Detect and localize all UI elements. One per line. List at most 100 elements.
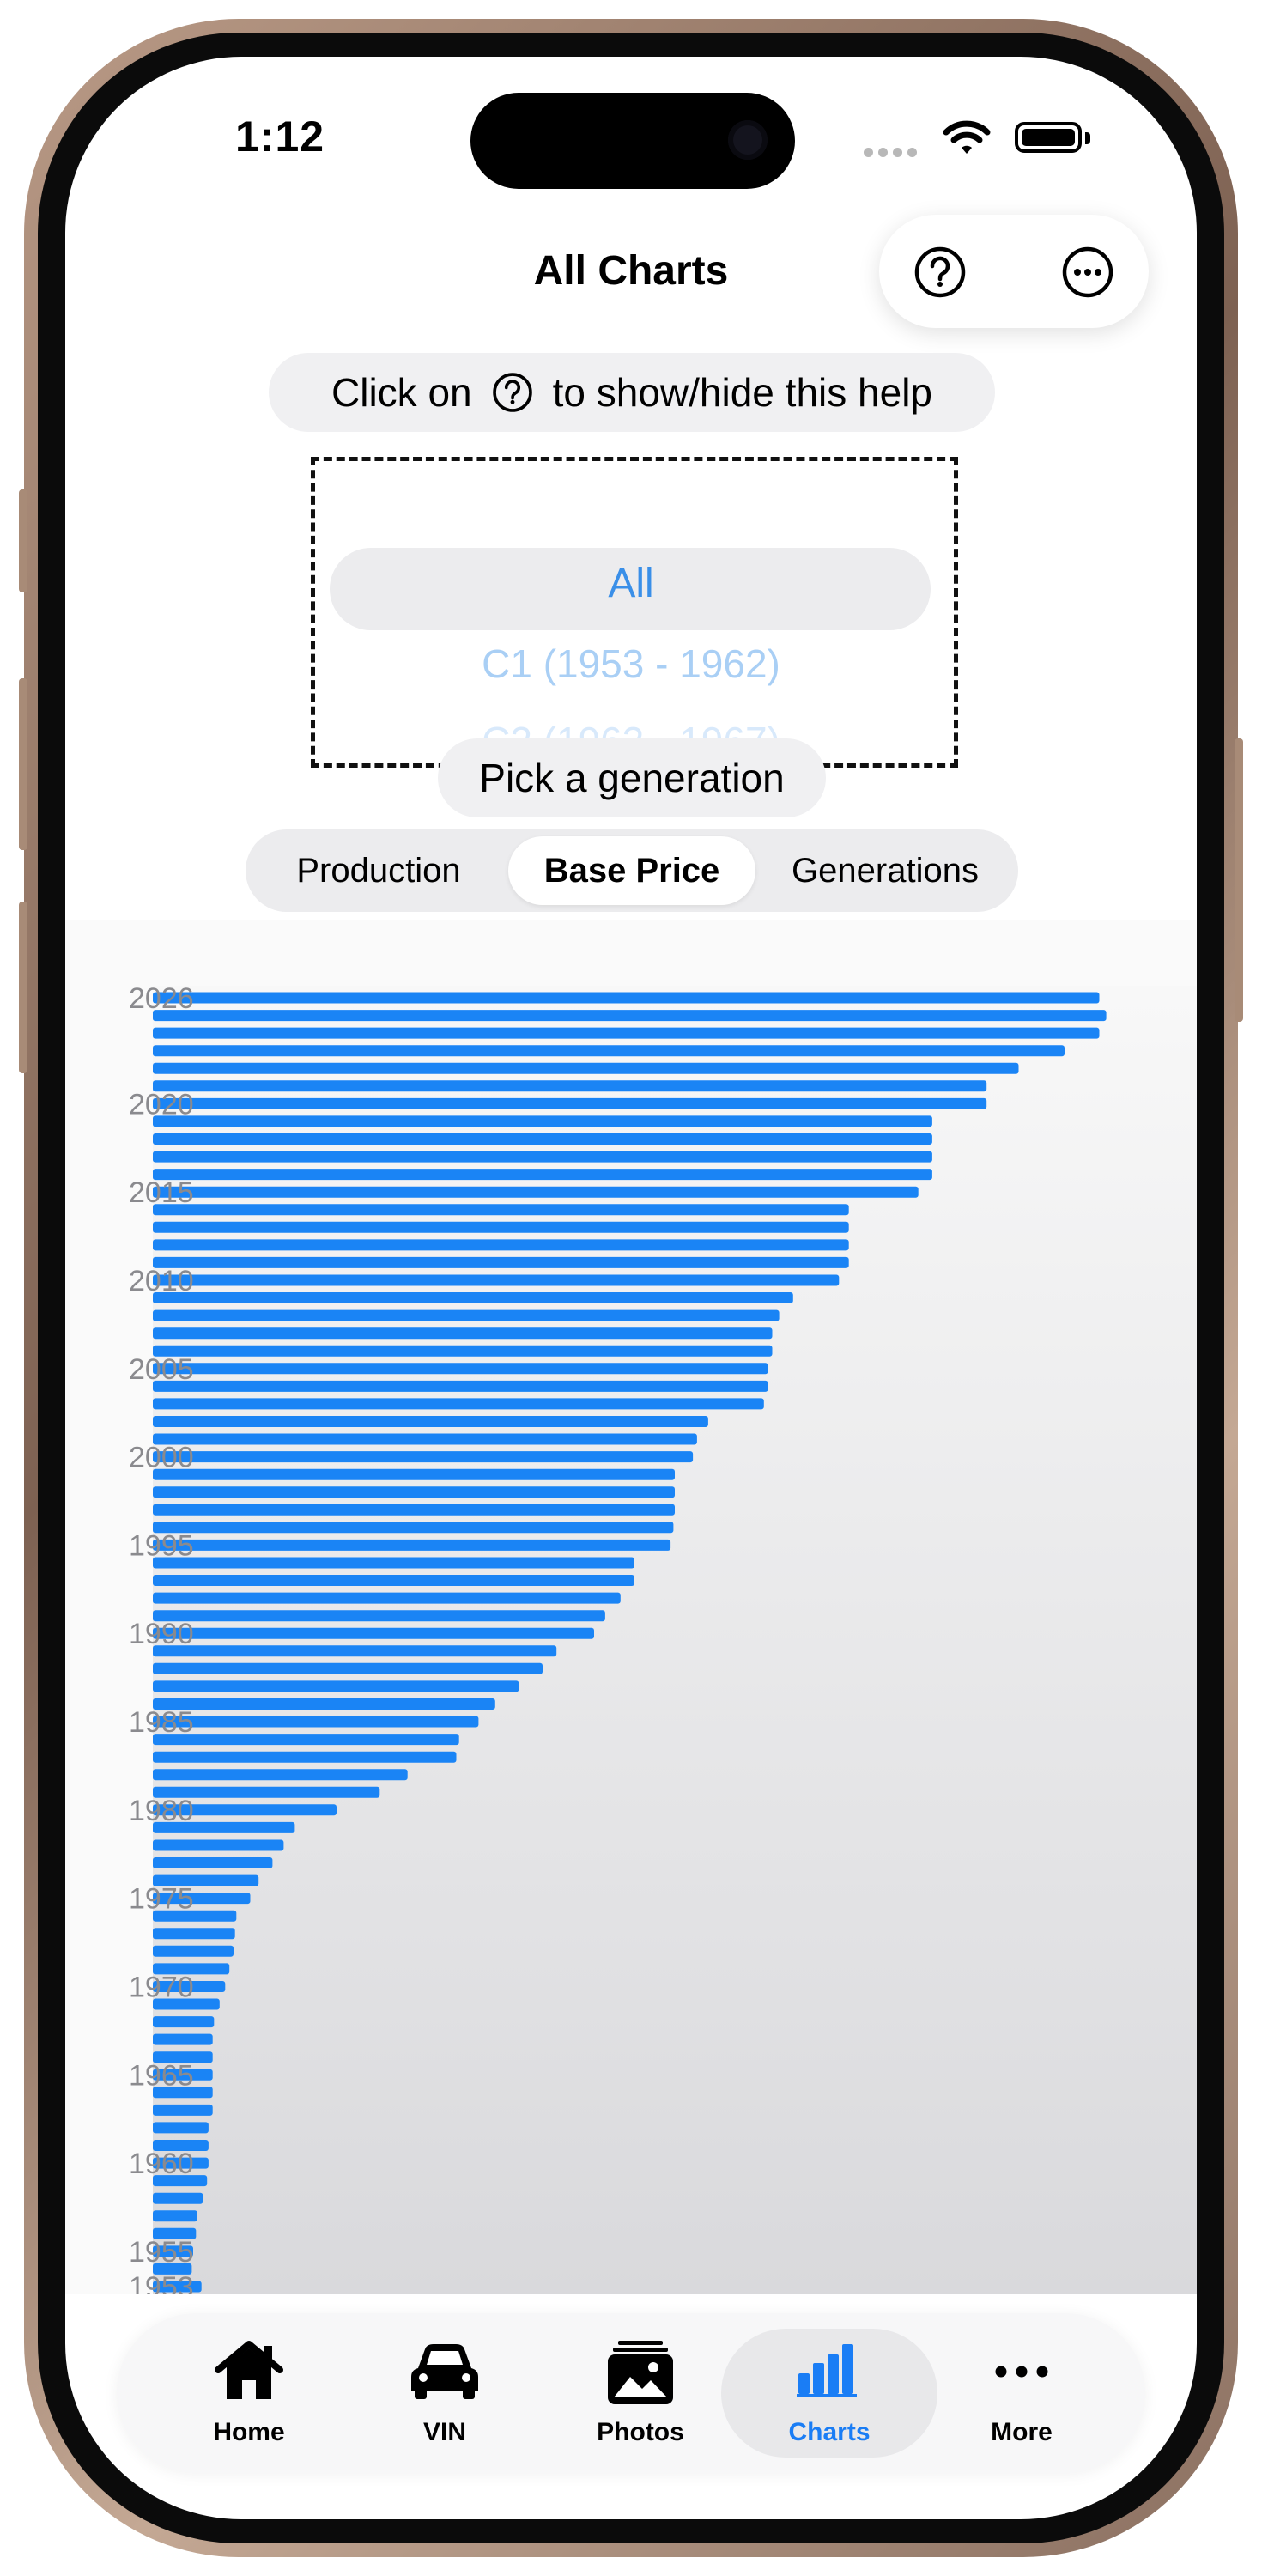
tab-label: Home xyxy=(213,2418,285,2446)
bar-1970[interactable] xyxy=(153,1981,226,1992)
bar-1960[interactable] xyxy=(153,2157,209,2169)
bar-2020[interactable] xyxy=(153,1097,987,1109)
bar-2019[interactable] xyxy=(153,1115,932,1127)
bar-1966[interactable] xyxy=(153,2051,213,2063)
bar-1954[interactable] xyxy=(153,2263,192,2275)
bar-2005[interactable] xyxy=(153,1363,768,1375)
bar-1996[interactable] xyxy=(153,1522,674,1534)
bar-1983[interactable] xyxy=(153,1751,457,1763)
chart-type-segmented-control: Production Base Price Generations xyxy=(246,829,1018,912)
bar-2008[interactable] xyxy=(153,1309,780,1321)
bar-1986[interactable] xyxy=(153,1698,495,1710)
tab-label: VIN xyxy=(422,2418,466,2446)
bar-1978[interactable] xyxy=(153,1839,284,1851)
bar-2015[interactable] xyxy=(153,1186,919,1198)
bar-1997[interactable] xyxy=(153,1504,675,1516)
tab-photos[interactable]: Photos xyxy=(537,2329,743,2458)
y-tick-label: 1985 xyxy=(129,1706,194,1739)
bar-2012[interactable] xyxy=(153,1239,849,1251)
tab-charts[interactable]: Charts xyxy=(721,2329,937,2458)
bar-1971[interactable] xyxy=(153,1963,230,1975)
bar-1968[interactable] xyxy=(153,2016,215,2028)
bar-1992[interactable] xyxy=(153,1592,621,1604)
bar-2000[interactable] xyxy=(153,1451,694,1463)
bar-1958[interactable] xyxy=(153,2192,203,2204)
help-prefix: Click on xyxy=(331,370,472,415)
bar-1999[interactable] xyxy=(153,1468,675,1480)
bar-1975[interactable] xyxy=(153,1893,251,1905)
bar-1979[interactable] xyxy=(153,1821,295,1833)
bar-1981[interactable] xyxy=(153,1786,380,1798)
bar-1982[interactable] xyxy=(153,1769,408,1781)
bar-2006[interactable] xyxy=(153,1345,773,1357)
bar-1953[interactable] xyxy=(153,2281,202,2293)
plot-area xyxy=(153,986,1197,2294)
house-icon xyxy=(215,2341,283,2399)
bar-1976[interactable] xyxy=(153,1874,259,1886)
segment-base-price[interactable]: Base Price xyxy=(508,836,755,905)
y-tick-label: 2015 xyxy=(129,1176,194,1209)
tab-more[interactable]: More xyxy=(919,2329,1125,2458)
bar-1956[interactable] xyxy=(153,2227,197,2239)
bar-1985[interactable] xyxy=(153,1716,479,1728)
bar-1984[interactable] xyxy=(153,1734,459,1746)
bar-1964[interactable] xyxy=(153,2087,213,2099)
bar-2018[interactable] xyxy=(153,1133,932,1145)
bar-1988[interactable] xyxy=(153,1662,543,1674)
generation-picker-selection[interactable] xyxy=(330,548,931,630)
bar-1963[interactable] xyxy=(153,2104,213,2116)
tab-vin[interactable]: VIN xyxy=(342,2329,548,2458)
bar-2016[interactable] xyxy=(153,1169,932,1181)
bar-1993[interactable] xyxy=(153,1575,634,1586)
bar-2002[interactable] xyxy=(153,1416,708,1427)
bar-1994[interactable] xyxy=(153,1557,634,1569)
bar-1962[interactable] xyxy=(153,2122,209,2134)
bar-1965[interactable] xyxy=(153,2069,213,2081)
bar-1989[interactable] xyxy=(153,1645,557,1657)
bar-2023[interactable] xyxy=(153,1045,1065,1057)
bar-1974[interactable] xyxy=(153,1910,237,1922)
bar-1959[interactable] xyxy=(153,2175,208,2187)
bar-2013[interactable] xyxy=(153,1221,849,1233)
bar-2003[interactable] xyxy=(153,1398,764,1410)
bar-1977[interactable] xyxy=(153,1857,273,1868)
bar-2024[interactable] xyxy=(153,1027,1100,1039)
tab-label: More xyxy=(991,2418,1053,2446)
bar-1967[interactable] xyxy=(153,2033,213,2045)
tab-home[interactable]: Home xyxy=(146,2329,352,2458)
bar-1991[interactable] xyxy=(153,1610,605,1622)
bar-2026[interactable] xyxy=(153,992,1100,1004)
bar-2011[interactable] xyxy=(153,1256,849,1268)
y-tick-label: 1995 xyxy=(129,1529,194,1562)
bar-1957[interactable] xyxy=(153,2210,197,2222)
help-circle-icon[interactable] xyxy=(913,246,967,299)
bar-2007[interactable] xyxy=(153,1327,773,1340)
bar-1998[interactable] xyxy=(153,1486,675,1498)
bar-2004[interactable] xyxy=(153,1380,768,1392)
bar-chart-icon xyxy=(797,2344,857,2397)
bar-2014[interactable] xyxy=(153,1204,849,1216)
bar-1973[interactable] xyxy=(153,1928,235,1940)
bar-2009[interactable] xyxy=(153,1292,793,1303)
bar-1972[interactable] xyxy=(153,1945,234,1957)
bar-1995[interactable] xyxy=(153,1539,671,1551)
bar-1955[interactable] xyxy=(153,2245,193,2257)
bar-2001[interactable] xyxy=(153,1433,697,1445)
car-icon xyxy=(411,2344,478,2399)
bar-1969[interactable] xyxy=(153,1998,220,2010)
y-tick-label: 2000 xyxy=(129,1442,194,1474)
bar-1990[interactable] xyxy=(153,1627,594,1639)
bar-1987[interactable] xyxy=(153,1680,519,1692)
bar-2021[interactable] xyxy=(153,1080,987,1092)
segment-generations[interactable]: Generations xyxy=(792,851,979,890)
bar-2025[interactable] xyxy=(153,1010,1107,1022)
bar-2010[interactable] xyxy=(153,1274,840,1286)
more-circle-icon[interactable] xyxy=(1061,246,1114,299)
bar-1961[interactable] xyxy=(153,2140,209,2151)
segment-production[interactable]: Production xyxy=(296,851,461,890)
bar-2017[interactable] xyxy=(153,1151,932,1163)
bar-2022[interactable] xyxy=(153,1062,1019,1074)
bar-1980[interactable] xyxy=(153,1804,337,1816)
generation-option[interactable]: All xyxy=(608,561,654,606)
generation-option[interactable]: C1 (1953 - 1962) xyxy=(482,641,780,686)
